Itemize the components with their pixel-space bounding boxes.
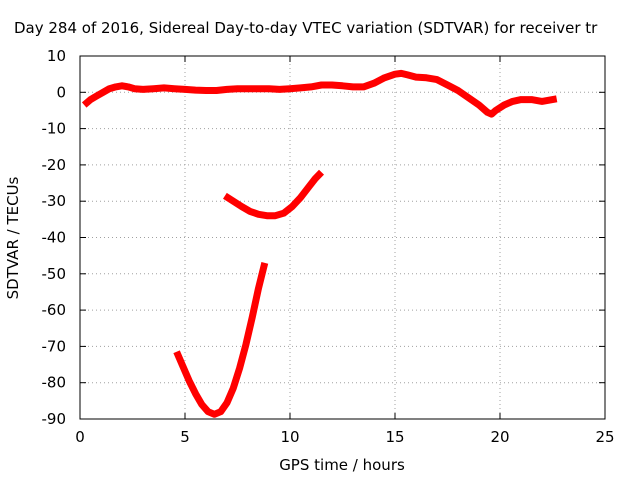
x-axis-label: GPS time / hours xyxy=(279,456,405,474)
chart-title: Day 284 of 2016, Sidereal Day-to-day VTE… xyxy=(14,19,598,37)
y-tick-label: -40 xyxy=(42,229,67,247)
x-tick-label: 25 xyxy=(595,428,614,446)
x-tick-label: 10 xyxy=(280,428,299,446)
y-tick-label: -60 xyxy=(42,301,67,319)
y-tick-label: 10 xyxy=(47,47,66,65)
y-tick-label: -80 xyxy=(42,374,67,392)
y-tick-label: -10 xyxy=(42,120,67,138)
series-line-1 xyxy=(81,69,558,118)
y-tick-label: -70 xyxy=(42,337,67,355)
series-line-3 xyxy=(173,262,269,418)
series-group xyxy=(81,69,558,418)
y-tick-label: -50 xyxy=(42,265,67,283)
x-tick-label: 20 xyxy=(490,428,509,446)
y-axis-label: SDTVAR / TECUs xyxy=(4,176,22,299)
y-tick-label: -20 xyxy=(42,156,67,174)
ticks: 0 5 10 15 20 25 10 0 -10 -20 -30 -40 -50 -60 -70 -80 -90 xyxy=(42,47,615,446)
x-tick-label: 15 xyxy=(385,428,404,446)
y-tick-label: 0 xyxy=(56,83,66,101)
y-tick-label: -30 xyxy=(42,192,67,210)
grid xyxy=(80,56,605,419)
x-tick-label: 5 xyxy=(180,428,190,446)
series-line-2 xyxy=(223,169,325,220)
y-tick-label: -90 xyxy=(42,410,67,428)
x-tick-label: 0 xyxy=(75,428,85,446)
